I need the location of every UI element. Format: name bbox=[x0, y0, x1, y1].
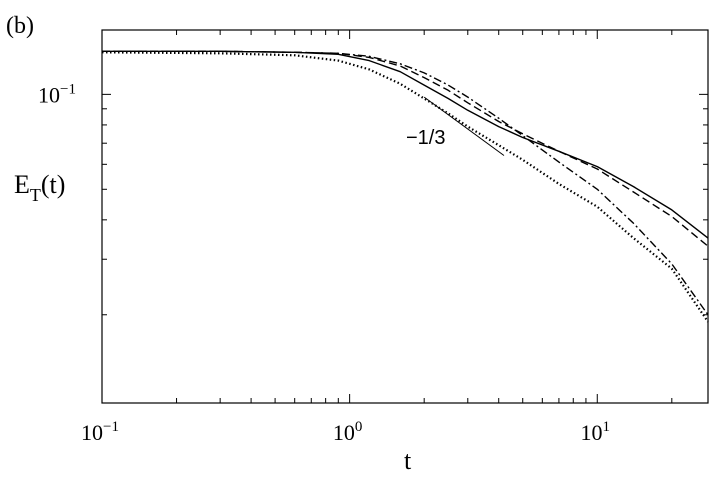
x-tick-label: 100 bbox=[333, 419, 363, 445]
series-line-dashdot bbox=[102, 50, 709, 316]
series-line-solid bbox=[102, 50, 709, 239]
x-axis-label: t bbox=[404, 446, 412, 475]
y-axis-label-suffix: (t) bbox=[40, 170, 66, 199]
x-tick-label: 101 bbox=[581, 419, 611, 445]
y-tick-label: 10−1 bbox=[38, 81, 76, 107]
plot-frame bbox=[101, 29, 709, 404]
series-line-dashed bbox=[102, 50, 709, 247]
series-line-dotted bbox=[101, 51, 709, 323]
ticks-layer: 10−1 100 101 10−1 bbox=[38, 30, 708, 445]
y-axis-label-subscript: T bbox=[29, 185, 41, 205]
y-axis-label: ET(t) bbox=[14, 170, 66, 206]
panel-label: (b) bbox=[6, 13, 34, 39]
x-tick-label: 10−1 bbox=[81, 419, 119, 445]
series-layer bbox=[101, 50, 709, 323]
y-axis-label-main: E bbox=[14, 170, 30, 199]
slope-annotation: −1/3 bbox=[406, 127, 446, 149]
slope-guide-line bbox=[423, 96, 505, 156]
